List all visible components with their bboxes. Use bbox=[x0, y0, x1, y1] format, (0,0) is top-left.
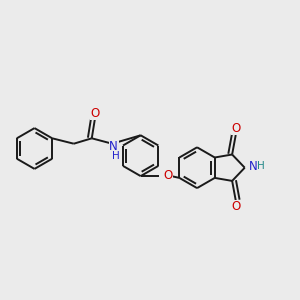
Text: N: N bbox=[109, 140, 118, 153]
Text: O: O bbox=[90, 106, 99, 120]
Text: H: H bbox=[257, 161, 265, 171]
Text: N: N bbox=[249, 160, 258, 173]
Text: O: O bbox=[163, 169, 172, 182]
Text: O: O bbox=[231, 122, 240, 135]
Text: H: H bbox=[112, 151, 120, 161]
Text: O: O bbox=[231, 200, 240, 214]
